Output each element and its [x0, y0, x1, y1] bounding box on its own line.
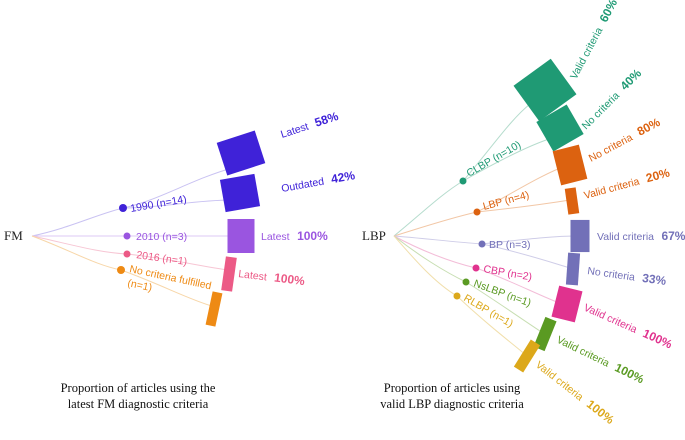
lbp-link-clbp-none — [462, 137, 553, 182]
lbp-node-nslbp — [462, 278, 470, 286]
fm-leaf-pct: 100% — [273, 270, 305, 288]
lbp-leaf-pct: 80% — [635, 115, 663, 139]
fm-node-2016 — [123, 250, 131, 258]
lbp-link-lbp — [393, 211, 478, 237]
lbp-leaf-nslbp-valid: Valid criteria 100% — [554, 330, 647, 387]
fm-leaf-pct: 58% — [313, 109, 340, 130]
fm-leaf-1990-outdated: Outdated 42% — [280, 166, 357, 196]
lbp-link-nslbp — [393, 235, 467, 283]
lbp-leaf-label: No criteria — [587, 132, 635, 165]
fm-node-1990 — [119, 204, 127, 212]
lbp-caption: Proportion of articles using valid LBP d… — [342, 380, 562, 412]
lbp-tree: LBP CLBP (n=10) LBP (n=4) BP (n=3) CBP (… — [362, 0, 685, 427]
fm-link-1990 — [31, 207, 124, 237]
lbp-link-lbp-valid — [476, 199, 571, 213]
lbp-root-label: LBP — [362, 228, 386, 243]
lbp-leaf-cbp-valid: Valid criteria 100% — [581, 298, 675, 352]
lbp-node-bp-label: BP (n=3) — [489, 239, 531, 251]
fm-caption-line2: latest FM diagnostic criteria — [67, 397, 209, 411]
fm-bar-2010-latest — [227, 219, 255, 253]
fm-link-2016 — [31, 235, 128, 255]
fm-leaf-2010-latest: Latest 100% — [261, 227, 328, 244]
fm-tree: FM 1990 (n=14) 2010 (n=3) 2016 (n=1) No … — [4, 107, 357, 327]
fm-leaf-label: Outdated — [280, 176, 325, 195]
fm-leaf-label: Latest — [279, 121, 310, 141]
fm-node-2010 — [123, 232, 131, 240]
lbp-link-rlbp-valid — [456, 295, 527, 356]
fm-leaf-1990-latest: Latest 58% — [278, 107, 341, 142]
fm-bar-none — [205, 291, 223, 327]
lbp-bar-clbp-none — [536, 104, 584, 152]
lbp-node-rlbp — [453, 292, 461, 300]
lbp-link-bp-valid — [481, 235, 579, 245]
lbp-node-bp — [478, 240, 486, 248]
fm-leaf-pct: 42% — [330, 168, 356, 186]
lbp-link-cbp — [393, 235, 477, 269]
lbp-bar-cbp-valid — [551, 285, 583, 323]
lbp-leaf-bp-none: No criteria 33% — [586, 261, 667, 289]
lbp-link-bp-none — [481, 243, 571, 269]
lbp-link-rlbp — [393, 235, 458, 297]
fm-node-none-label-line2: (n=1) — [126, 277, 153, 294]
fm-link-1990-latest — [122, 167, 233, 209]
lbp-leaf-label: Valid criteria — [597, 231, 654, 243]
lbp-bar-nslbp-valid — [533, 316, 557, 352]
lbp-leaf-pct: 20% — [644, 165, 671, 185]
lbp-leaf-pct: 100% — [641, 326, 675, 351]
lbp-leaf-label: Valid criteria — [583, 176, 641, 202]
fm-link-1990-outdated — [122, 199, 233, 209]
fm-node-none — [117, 266, 125, 274]
lbp-leaf-pct: 67% — [661, 229, 685, 243]
lbp-bar-bp-none — [565, 252, 581, 286]
lbp-leaf-label: Valid criteria — [555, 334, 612, 370]
lbp-leaf-label: Valid criteria — [568, 25, 605, 81]
lbp-link-nslbp-valid — [465, 281, 544, 334]
lbp-link-bp — [393, 235, 483, 245]
lbp-node-clbp — [459, 177, 467, 185]
lbp-caption-line2: valid LBP diagnostic criteria — [380, 397, 524, 411]
fm-leaf-pct: 100% — [297, 229, 328, 243]
lbp-bar-clbp-valid — [513, 58, 577, 122]
fm-leaf-label: Latest — [238, 268, 268, 283]
lbp-bar-lbp-none — [552, 144, 588, 186]
lbp-leaf-pct: 100% — [584, 397, 617, 427]
fm-bar-1990-latest — [216, 130, 266, 176]
lbp-link-cbp-valid — [475, 267, 563, 305]
lbp-leaf-pct: 33% — [641, 271, 667, 288]
fm-bar-1990-outdated — [219, 173, 261, 213]
lbp-leaf-label: No criteria — [580, 90, 622, 132]
lbp-leaf-label: No criteria — [587, 265, 636, 284]
fm-leaf-2016-latest: Latest 100% — [238, 264, 307, 289]
lbp-leaf-clbp-none: No criteria 40% — [577, 64, 645, 132]
fm-node-2010-label: 2010 (n=3) — [136, 231, 187, 243]
lbp-leaf-clbp-valid: Valid criteria 60% — [565, 0, 622, 82]
lbp-bar-lbp-valid — [564, 187, 580, 215]
lbp-leaf-pct: 100% — [613, 360, 647, 386]
fm-link-none-bar — [120, 269, 213, 307]
fm-root-label: FM — [4, 228, 23, 243]
lbp-bar-rlbp-valid — [513, 339, 541, 373]
lbp-link-clbp — [393, 180, 464, 237]
fm-leaf-label: Latest — [261, 231, 290, 243]
lbp-node-lbp-label: LBP (n=4) — [482, 189, 531, 213]
lbp-node-cbp — [472, 264, 480, 272]
lbp-caption-line1: Proportion of articles using — [383, 381, 521, 395]
lbp-node-clbp-label: CLBP (n=10) — [465, 139, 524, 180]
fm-caption: Proportion of articles using the latest … — [18, 380, 258, 412]
lbp-link-clbp-valid — [462, 103, 531, 182]
lbp-leaf-pct: 60% — [597, 0, 621, 24]
lbp-leaf-bp-valid: Valid criteria 67% — [597, 227, 685, 244]
lbp-leaf-pct: 40% — [617, 66, 644, 93]
fm-bar-2016-latest — [221, 256, 237, 292]
lbp-leaf-label: Valid criteria — [582, 302, 639, 336]
lbp-node-lbp — [473, 208, 481, 216]
fm-link-none — [31, 235, 122, 271]
lbp-leaf-lbp-valid: Valid criteria 20% — [582, 163, 672, 202]
fm-link-2016-latest — [126, 253, 229, 271]
fm-caption-line1: Proportion of articles using the — [60, 381, 216, 395]
lbp-bar-bp-valid — [570, 219, 590, 253]
